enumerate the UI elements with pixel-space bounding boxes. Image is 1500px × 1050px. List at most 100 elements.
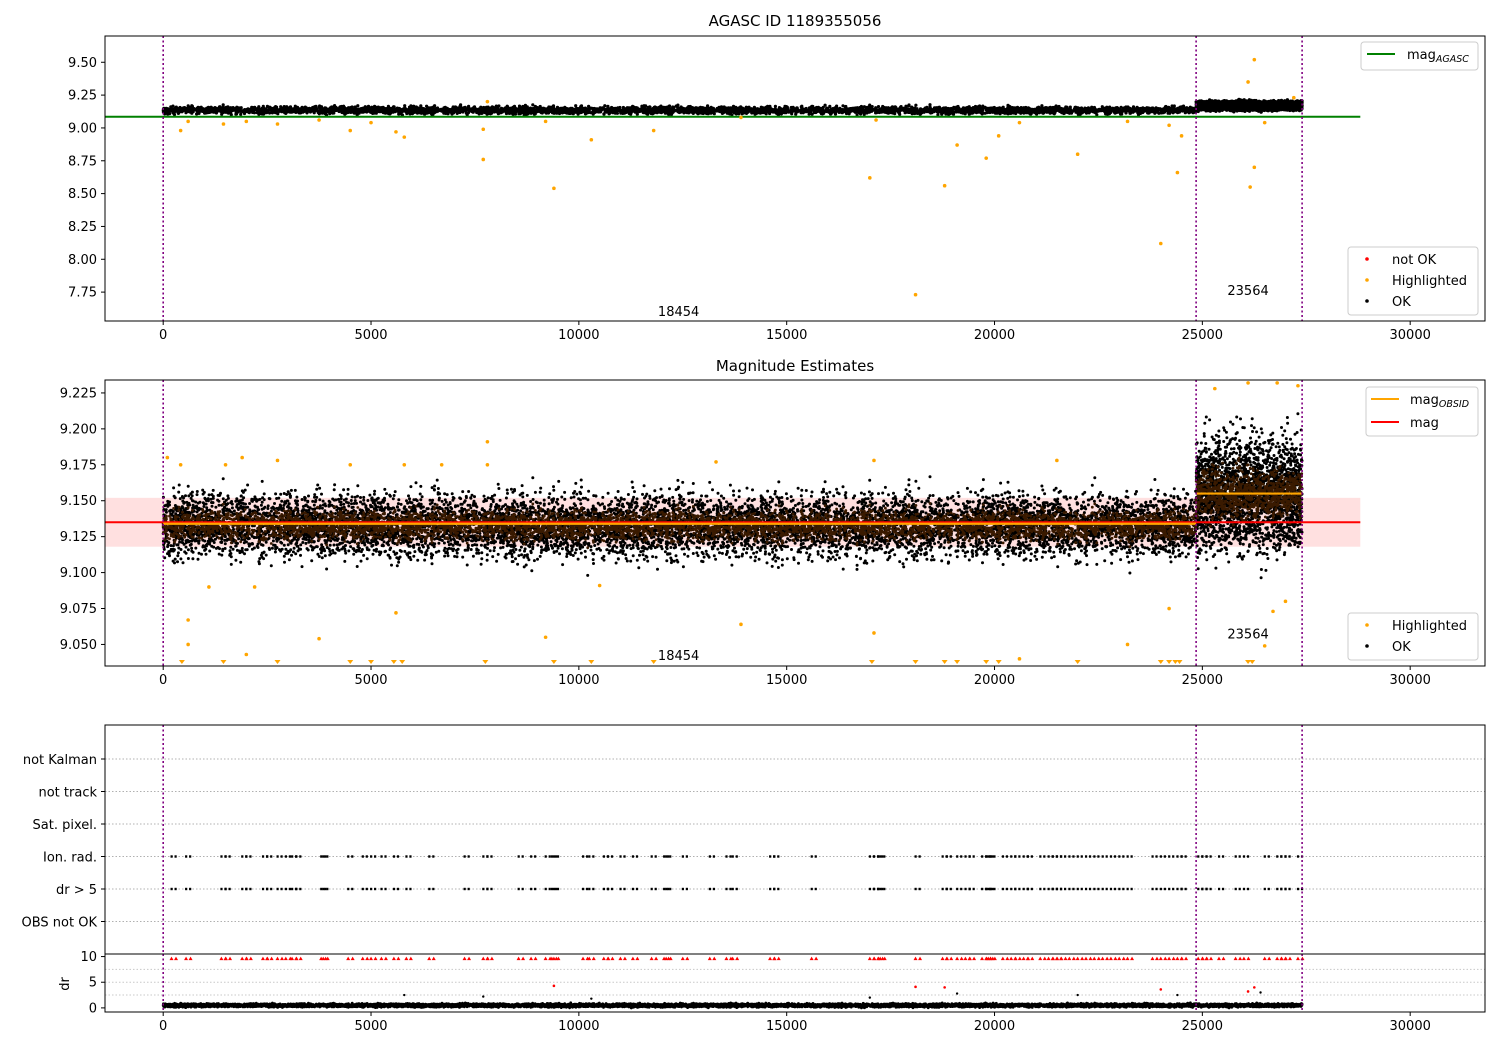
flag-event-mark	[1047, 855, 1050, 858]
dr-axis-label: dr	[58, 977, 73, 991]
flag-event-mark	[299, 887, 302, 891]
flag-event-mark	[1055, 887, 1059, 891]
flag-event-mark	[482, 887, 485, 891]
x-tick-label: 30000	[1390, 328, 1431, 343]
flag-event-mark	[964, 855, 967, 858]
dr-outlier-notok	[1159, 988, 1163, 991]
flag-event-mark	[879, 887, 882, 891]
highlighted-point	[651, 128, 656, 133]
dr-clipped-marker	[1054, 956, 1059, 961]
flag-event-mark	[1122, 887, 1125, 891]
flag-event-mark	[299, 855, 302, 858]
dr-clipped-marker	[383, 956, 388, 961]
flag-event-mark	[1180, 887, 1183, 891]
flag-event-mark	[941, 887, 944, 891]
dr-clipped-marker	[707, 956, 712, 961]
highlighted-point	[317, 118, 321, 122]
highlighted-point	[872, 458, 876, 463]
clipped-marker	[368, 660, 375, 664]
highlighted-point	[1158, 241, 1163, 246]
clipped-marker	[1157, 660, 1164, 664]
y-tick-label: 9.225	[60, 386, 97, 401]
flag-event-mark	[960, 855, 963, 858]
dr-clipped-marker	[1046, 956, 1051, 961]
flag-event-mark	[1047, 887, 1050, 891]
legend-frame	[1347, 612, 1479, 661]
flag-event-mark	[1201, 887, 1204, 891]
dr-clipped-marker	[529, 956, 534, 961]
dr-clipped-marker	[1221, 956, 1226, 961]
y-tick-label: 9.00	[68, 121, 97, 136]
highlighted-point	[240, 455, 244, 460]
dr-clipped-marker	[622, 956, 627, 961]
flag-event-mark	[872, 855, 876, 858]
dr-clipped-marker	[188, 956, 193, 961]
flag-event-mark	[1288, 887, 1291, 891]
flag-event-mark	[1151, 887, 1154, 891]
dr-clipped-marker	[1216, 956, 1221, 961]
dr-clipped-marker	[431, 956, 436, 961]
dr-clipped-marker	[1275, 956, 1280, 961]
flag-event-mark	[1084, 855, 1088, 858]
highlighted-point	[317, 636, 321, 641]
highlighted-point	[714, 460, 718, 464]
flag-event-mark	[467, 887, 470, 891]
flag-event-mark	[968, 855, 971, 858]
dr-clipped-marker	[871, 956, 876, 961]
dr-clipped-marker	[1196, 956, 1201, 961]
flag-event-mark	[409, 887, 412, 891]
flag-event-mark	[1051, 887, 1054, 891]
flag-event-mark	[1026, 855, 1029, 858]
flag-event-mark	[712, 855, 715, 858]
flag-event-mark	[729, 887, 732, 891]
highlighted-point	[1213, 386, 1217, 391]
flag-event-mark	[735, 887, 738, 891]
flag-event-mark	[663, 887, 666, 891]
flag-event-mark	[810, 855, 813, 858]
highlighted-point	[1296, 383, 1300, 388]
dr-clipped-marker	[712, 956, 717, 961]
flag-event-mark	[650, 855, 653, 858]
y-tick-label: 9.075	[60, 602, 97, 617]
flag-event-mark	[685, 887, 688, 891]
flag-event-mark	[1176, 887, 1179, 891]
clipped-marker	[178, 660, 185, 664]
flag-event-mark	[868, 887, 872, 891]
x-tick-label: 10000	[558, 1019, 599, 1034]
flag-event-mark	[1234, 855, 1237, 858]
dr-clipped-marker	[1000, 956, 1005, 961]
dr-outlier-notok	[943, 986, 946, 989]
flag-event-mark	[681, 887, 684, 891]
flag-event-mark	[1030, 855, 1033, 858]
flag-event-mark	[1084, 887, 1088, 891]
flag-event-mark	[914, 887, 917, 891]
x-tick-label: 30000	[1390, 1019, 1431, 1034]
highlighted-point	[913, 292, 918, 297]
dr-clipped-marker	[174, 956, 179, 961]
magnitude-estimates-title: Magnitude Estimates	[716, 357, 874, 375]
dr-outlier	[482, 995, 485, 998]
dr-clipped-marker	[481, 956, 486, 961]
dr-outlier	[1176, 993, 1179, 997]
flag-event-mark	[326, 855, 329, 858]
y-tick-label: 9.175	[60, 458, 97, 473]
dr-clipped-marker	[944, 956, 949, 961]
flag-event-mark	[1296, 887, 1300, 891]
flag-event-mark	[1001, 855, 1005, 858]
highlighted-point	[186, 618, 190, 622]
legend-label: OK	[1392, 295, 1411, 310]
flag-event-mark	[918, 855, 921, 858]
agasc-panel-title: AGASC ID 1189355056	[709, 12, 882, 30]
flag-event-mark	[1051, 855, 1054, 858]
dr-clipped-marker	[1080, 956, 1085, 961]
dr-clipped-marker	[1246, 956, 1251, 961]
highlighted-point	[543, 119, 548, 124]
legend-frame	[1360, 41, 1479, 71]
flag-event-mark	[1267, 887, 1270, 891]
dr-clipped-marker	[269, 956, 274, 961]
dr-clipped-marker	[1038, 956, 1043, 961]
flag-event-mark	[521, 855, 524, 858]
legend-marker	[1365, 299, 1369, 303]
flag-event-mark	[220, 887, 223, 891]
highlighted-point	[186, 642, 190, 647]
